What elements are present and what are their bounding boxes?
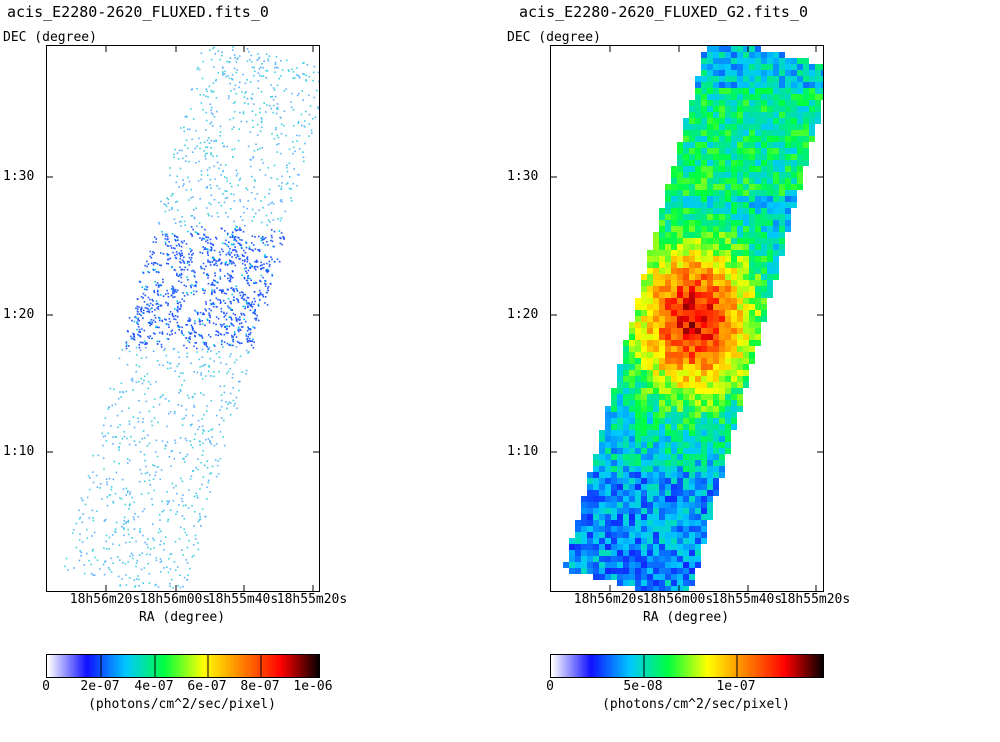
right-image-panel: acis_E2280-2620_FLUXED_G2.fits_0 DEC (de…	[500, 0, 1000, 742]
image-plot-area[interactable]	[46, 45, 320, 592]
image-title: acis_E2280-2620_FLUXED.fits_0	[7, 3, 269, 21]
image-title: acis_E2280-2620_FLUXED_G2.fits_0	[519, 3, 808, 21]
y-axis-label: DEC (degree)	[3, 30, 97, 45]
x-tick-label: 18h56m20s	[573, 592, 645, 607]
colorbar-tick-label: 6e-07	[187, 679, 227, 694]
colorbar-tick-label: 0	[546, 679, 554, 694]
x-axis-label: RA (degree)	[138, 610, 226, 625]
left-image-panel: acis_E2280-2620_FLUXED.fits_0 DEC (degre…	[3, 3, 348, 712]
colorbar-tick-label: 2e-07	[80, 679, 120, 694]
x-tick-label: 18h56m00s	[139, 592, 211, 607]
colorbar-unit-label: (photons/cm^2/sec/pixel)	[602, 697, 790, 712]
x-tick-label: 18h55m40s	[207, 592, 279, 607]
colorbar	[550, 654, 824, 678]
x-tick-label: 18h56m20s	[69, 592, 141, 607]
y-tick-label: 1:30	[3, 169, 35, 184]
speckle-layer	[64, 46, 319, 591]
colorbar-tick-label: 4e-07	[134, 679, 174, 694]
colorbar-unit-label: (photons/cm^2/sec/pixel)	[88, 697, 276, 712]
flux-image	[47, 46, 319, 591]
y-tick-label: 1:10	[3, 444, 35, 459]
x-tick-label: 18h55m20s	[779, 592, 851, 607]
x-tick-label: 18h55m20s	[276, 592, 348, 607]
y-tick-label: 1:20	[507, 307, 539, 322]
colorbar-tick-label: 1e-06	[293, 679, 333, 694]
x-axis-label: RA (degree)	[642, 610, 730, 625]
image-plot-area[interactable]	[550, 45, 824, 592]
colorbar-tick-label: 8e-07	[240, 679, 280, 694]
colorbar-tick-label: 0	[42, 679, 50, 694]
colorbar	[46, 654, 320, 678]
y-tick-label: 1:20	[3, 307, 35, 322]
y-tick-label: 1:30	[507, 169, 539, 184]
colorbar-tick-label: 5e-08	[623, 679, 663, 694]
x-tick-label: 18h56m00s	[642, 592, 714, 607]
smoothed-flux-image	[551, 46, 823, 591]
x-tick-label: 18h55m40s	[711, 592, 783, 607]
y-axis-label: DEC (degree)	[507, 30, 601, 45]
y-tick-label: 1:10	[507, 444, 539, 459]
colorbar-tick-label: 1e-07	[716, 679, 756, 694]
intensity-layer	[563, 46, 823, 591]
